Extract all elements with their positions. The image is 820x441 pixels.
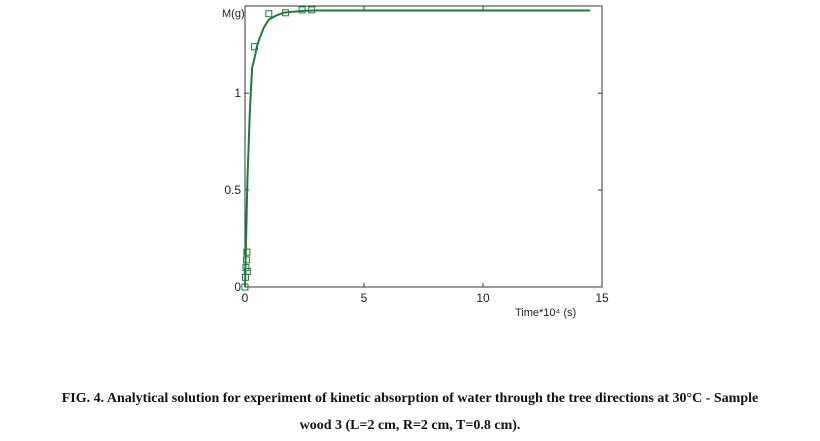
data-point [308, 6, 316, 14]
data-series [241, 6, 591, 291]
y-axis-label: M(g) [222, 8, 245, 20]
axis-ticks: 0 5 10 15 0 0.5 1 [224, 6, 609, 305]
x-axis-label: Time*10⁴ (s) [515, 307, 576, 319]
y-tick-label: 1 [234, 86, 241, 100]
data-point [243, 248, 251, 256]
y-tick-label: 0.5 [224, 183, 241, 197]
x-tick-label: 10 [476, 291, 490, 305]
x-tick-label: 5 [361, 291, 368, 305]
model-curve [244, 9, 591, 288]
data-point [242, 256, 250, 264]
data-point [298, 6, 306, 14]
data-point [241, 283, 249, 291]
chart: 0 5 10 15 0 0.5 1 M(g) Time*10⁴ (s) [222, 5, 609, 319]
figure-caption-line-1: FIG. 4. Analytical solution for experime… [61, 391, 759, 406]
data-point [251, 43, 259, 51]
data-point [242, 264, 250, 272]
x-tick-label: 0 [242, 291, 249, 305]
figure-caption-line-2: wood 3 (L=2 cm, R=2 cm, T=0.8 cm). [299, 418, 521, 433]
data-point [265, 10, 273, 18]
axes-frame [244, 5, 603, 288]
data-point [281, 9, 289, 17]
x-tick-label: 15 [595, 291, 609, 305]
data-point [243, 267, 251, 275]
plot-frame [244, 5, 603, 288]
y-tick-label: 0 [234, 280, 241, 294]
